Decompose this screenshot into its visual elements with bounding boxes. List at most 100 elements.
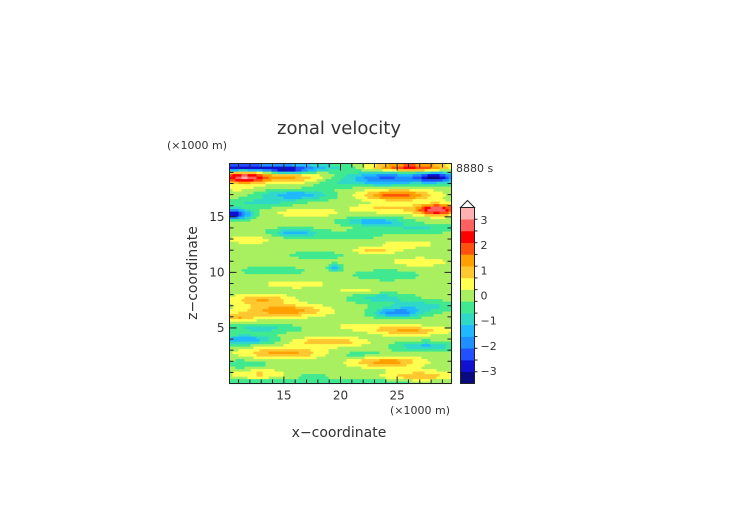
heatmap-cell: [364, 348, 369, 352]
heatmap-cell: [262, 263, 267, 267]
heatmap-cell: [427, 248, 432, 252]
heatmap-cell: [268, 373, 273, 377]
heatmap-cell: [400, 333, 405, 337]
heatmap-cell: [379, 256, 384, 260]
heatmap-cell: [445, 311, 450, 315]
heatmap-cell: [322, 213, 327, 217]
heatmap-cell: [229, 316, 234, 320]
heatmap-cell: [304, 363, 309, 367]
heatmap-cell: [262, 218, 267, 222]
heatmap-cell: [421, 246, 426, 250]
heatmap-cell: [232, 228, 237, 232]
heatmap-cell: [448, 336, 453, 340]
heatmap-cell: [250, 308, 255, 312]
heatmap-cell: [304, 273, 309, 277]
heatmap-cell: [439, 363, 444, 367]
heatmap-cell: [445, 378, 450, 382]
heatmap-cell: [436, 361, 441, 365]
heatmap-cell: [274, 223, 279, 227]
heatmap-cell: [250, 216, 255, 220]
heatmap-cell: [436, 271, 441, 275]
heatmap-cell: [307, 346, 312, 350]
heatmap-cell: [253, 306, 258, 310]
heatmap-cell: [421, 248, 426, 252]
heatmap-cell: [247, 266, 252, 270]
heatmap-cell: [271, 246, 276, 250]
heatmap-cell: [328, 371, 333, 375]
heatmap-cell: [298, 213, 303, 217]
heatmap-cell: [331, 236, 336, 240]
heatmap-cell: [403, 266, 408, 270]
heatmap-cell: [256, 331, 261, 335]
heatmap-cell: [307, 341, 312, 345]
heatmap-cell: [334, 323, 339, 327]
heatmap-cell: [322, 286, 327, 290]
heatmap-cell: [403, 288, 408, 292]
heatmap-cell: [403, 286, 408, 290]
heatmap-cell: [334, 321, 339, 325]
heatmap-cell: [334, 336, 339, 340]
heatmap-cell: [298, 348, 303, 352]
heatmap-cell: [340, 238, 345, 242]
heatmap-cell: [409, 381, 414, 385]
heatmap-cell: [235, 281, 240, 285]
heatmap-cell: [292, 286, 297, 290]
heatmap-cell: [385, 238, 390, 242]
heatmap-cell: [295, 246, 300, 250]
heatmap-cell: [310, 291, 315, 295]
heatmap-cell: [349, 266, 354, 270]
heatmap-cell: [370, 243, 375, 247]
heatmap-cell: [319, 261, 324, 265]
heatmap-cell: [304, 368, 309, 372]
heatmap-cell: [283, 356, 288, 360]
heatmap-cell: [421, 358, 426, 362]
heatmap-cell: [448, 296, 453, 300]
heatmap-cell: [250, 226, 255, 230]
heatmap-cell: [397, 223, 402, 227]
heatmap-cell: [295, 376, 300, 380]
heatmap-cell: [361, 248, 366, 252]
heatmap-cell: [385, 333, 390, 337]
heatmap-cell: [253, 381, 258, 385]
heatmap-cell: [376, 286, 381, 290]
heatmap-cell: [397, 256, 402, 260]
heatmap-cell: [298, 303, 303, 307]
heatmap-cell: [274, 226, 279, 230]
heatmap-cell: [328, 253, 333, 257]
heatmap-cell: [265, 248, 270, 252]
heatmap-cell: [343, 241, 348, 245]
heatmap-cell: [442, 288, 447, 292]
heatmap-cell: [295, 261, 300, 265]
heatmap-cell: [442, 246, 447, 250]
heatmap-cell: [235, 321, 240, 325]
heatmap-cell: [265, 336, 270, 340]
heatmap-cell: [361, 363, 366, 367]
heatmap-cell: [445, 286, 450, 290]
heatmap-cell: [268, 251, 273, 255]
heatmap-cell: [382, 346, 387, 350]
heatmap-cell: [283, 261, 288, 265]
heatmap-cell: [337, 326, 342, 330]
heatmap-cell: [310, 313, 315, 317]
heatmap-cell: [265, 326, 270, 330]
heatmap-cell: [403, 258, 408, 262]
heatmap-cell: [361, 271, 366, 275]
heatmap-cell: [337, 361, 342, 365]
heatmap-cell: [382, 378, 387, 382]
heatmap-cell: [262, 331, 267, 335]
heatmap-cell: [400, 328, 405, 332]
heatmap-cell: [355, 341, 360, 345]
heatmap-cell: [307, 288, 312, 292]
heatmap-cell: [334, 373, 339, 377]
heatmap-cell: [394, 343, 399, 347]
heatmap-cell: [292, 331, 297, 335]
heatmap-cell: [319, 288, 324, 292]
heatmap-cell: [253, 241, 258, 245]
heatmap-cell: [307, 301, 312, 305]
heatmap-cell: [301, 361, 306, 365]
heatmap-cell: [346, 251, 351, 255]
heatmap-cell: [385, 373, 390, 377]
heatmap-cell: [337, 256, 342, 260]
heatmap-cell: [304, 321, 309, 325]
heatmap-cell: [286, 316, 291, 320]
